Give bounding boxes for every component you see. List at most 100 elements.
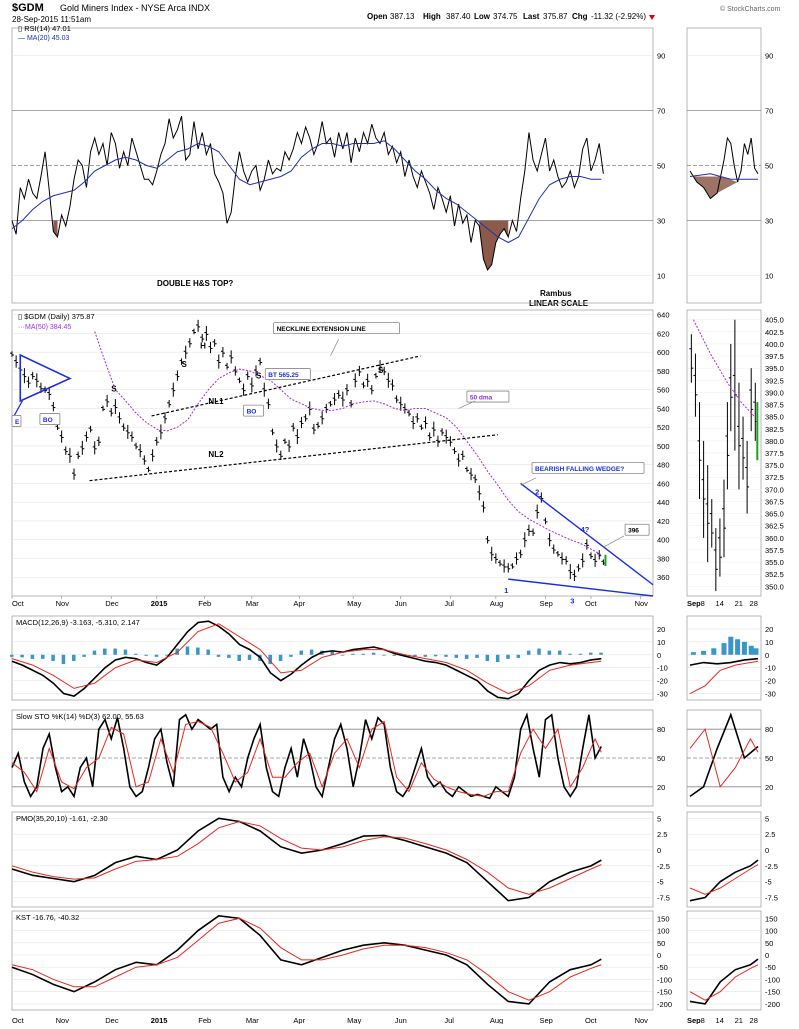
annot-double-hs: DOUBLE H&S TOP? xyxy=(157,279,233,288)
y-tick-label: 360 xyxy=(657,573,670,582)
side-y-tick-label: -7.5 xyxy=(765,894,778,903)
y-tick-label: 580 xyxy=(657,367,670,376)
side-macd-bar xyxy=(701,650,707,655)
x-axis-label: Apr xyxy=(293,599,305,608)
y-tick-label: 440 xyxy=(657,498,670,507)
macd-histogram-bar xyxy=(413,654,417,657)
callout-wedge-box xyxy=(531,461,645,474)
y-tick-label: 0 xyxy=(657,951,661,960)
rsi-oversold-fill xyxy=(479,220,509,270)
side-macd-bar xyxy=(721,643,727,655)
side-x-axis-label: Sep xyxy=(687,599,701,608)
macd-histogram-bar xyxy=(578,653,583,655)
y-tick-label: 540 xyxy=(657,404,670,413)
y-tick-label: 460 xyxy=(657,479,670,488)
side-y-tick-label: -50 xyxy=(765,963,776,972)
side-pmo-series-0 xyxy=(689,859,759,902)
side-panel-frame-macd xyxy=(686,615,762,701)
macd-histogram-bar xyxy=(309,649,314,655)
price-annotation: S xyxy=(182,360,188,369)
macd-histogram-bar xyxy=(268,654,272,665)
side-y-tick-label: 50 xyxy=(765,162,773,171)
triangle-pattern xyxy=(19,353,72,403)
kst-legend: KST -16.76, -40.32 xyxy=(16,913,79,922)
side-x-axis-label: 21 xyxy=(735,599,743,608)
y-tick-label: 50 xyxy=(657,754,665,763)
macd-histogram-bar xyxy=(526,650,531,655)
macd-histogram-bar xyxy=(103,648,107,655)
y-tick-label: -150 xyxy=(657,988,672,997)
macd-histogram-bar xyxy=(237,654,241,661)
wedge-lower-line xyxy=(508,578,654,597)
y-tick-label: -100 xyxy=(657,975,672,984)
side-sto-series-0 xyxy=(689,712,759,798)
y-tick-label: 420 xyxy=(657,517,670,526)
wedge-upper-line xyxy=(520,482,654,586)
x-axis-label: Dec xyxy=(105,599,119,608)
side-y-tick-label: 20 xyxy=(765,625,773,634)
side-y-tick-label: 405.0 xyxy=(765,316,784,325)
macd-series-1 xyxy=(11,623,602,695)
x-axis-label: Jul xyxy=(444,1016,454,1024)
price-annotation: S xyxy=(111,385,117,394)
high-label: High xyxy=(423,12,441,21)
macd-histogram-bar xyxy=(61,654,66,665)
side-y-tick-label: 400.0 xyxy=(765,340,784,349)
macd-histogram-bar xyxy=(557,650,562,655)
side-macd-bar xyxy=(735,639,741,655)
header-symbol: $GDM xyxy=(12,2,44,14)
macd-legend: MACD(12,26,9) -3.163, -5.310, 2.147 xyxy=(16,618,140,627)
low-value: 374.75 xyxy=(493,12,518,21)
side-y-tick-label: 50 xyxy=(765,754,773,763)
neckline-2 xyxy=(89,434,498,482)
side-rsi-fill xyxy=(693,176,738,199)
price-title: ▯ $GDM (Daily) 375.87 xyxy=(18,312,95,321)
side-macd-bar xyxy=(753,648,759,655)
side-y-tick-label: 365.0 xyxy=(765,510,784,519)
side-y-tick-label: 392.5 xyxy=(765,376,784,385)
side-y-tick-label: -2.5 xyxy=(765,862,778,871)
price-annotation: S xyxy=(378,366,384,375)
y-tick-label: 620 xyxy=(657,329,670,338)
y-tick-label: 5 xyxy=(657,814,661,823)
side-y-tick-label: 5 xyxy=(765,814,769,823)
x-axis-label: Nov xyxy=(635,1016,649,1024)
sto-legend: Slow STO %K(14) %D(3) 62.00, 55.63 xyxy=(16,712,144,721)
macd-histogram-bar xyxy=(144,654,148,656)
macd-histogram-bar xyxy=(247,654,252,660)
y-tick-label: -50 xyxy=(657,963,668,972)
y-tick-label: 70 xyxy=(657,107,665,116)
copyright: © StockCharts.com xyxy=(720,5,781,13)
macd-histogram-bar xyxy=(464,654,469,659)
side-y-tick-label: 385.0 xyxy=(765,413,784,422)
y-tick-label: 600 xyxy=(657,348,670,357)
side-sto-series-1 xyxy=(689,728,759,788)
side-y-tick-label: 50 xyxy=(765,939,773,948)
y-tick-label: 10 xyxy=(657,272,665,281)
ma50-legend: ···MA(50) 384.45 xyxy=(18,324,71,331)
callout-bo-2-box xyxy=(39,413,61,425)
price-annotation: 4? xyxy=(581,525,590,534)
callout-bo-1: BO xyxy=(247,409,257,416)
side-y-tick-label: -5 xyxy=(765,878,772,887)
side-y-tick-label: 360.0 xyxy=(765,534,784,543)
macd-histogram-bar xyxy=(278,654,283,661)
callout-neckline-pointer xyxy=(330,338,340,357)
down-triangle-icon xyxy=(649,15,655,20)
side-x-axis-label: 14 xyxy=(716,1016,724,1024)
macd-histogram-bar xyxy=(175,648,179,655)
x-axis-label: Dec xyxy=(105,1016,119,1024)
side-y-tick-label: 2.5 xyxy=(765,830,775,839)
x-axis-label: Feb xyxy=(198,1016,211,1024)
macd-histogram-bar xyxy=(588,652,593,655)
macd-histogram-bar xyxy=(113,648,117,655)
y-tick-label: 100 xyxy=(657,927,670,936)
macd-histogram-bar xyxy=(454,654,459,658)
x-axis-label: Jun xyxy=(395,599,407,608)
low-label: Low xyxy=(474,12,491,21)
side-x-axis-label: 14 xyxy=(716,599,724,608)
side-y-tick-label: 20 xyxy=(765,783,773,792)
y-tick-label: 90 xyxy=(657,52,665,61)
y-tick-label: 50 xyxy=(657,939,665,948)
side-y-tick-label: 375.0 xyxy=(765,461,784,470)
